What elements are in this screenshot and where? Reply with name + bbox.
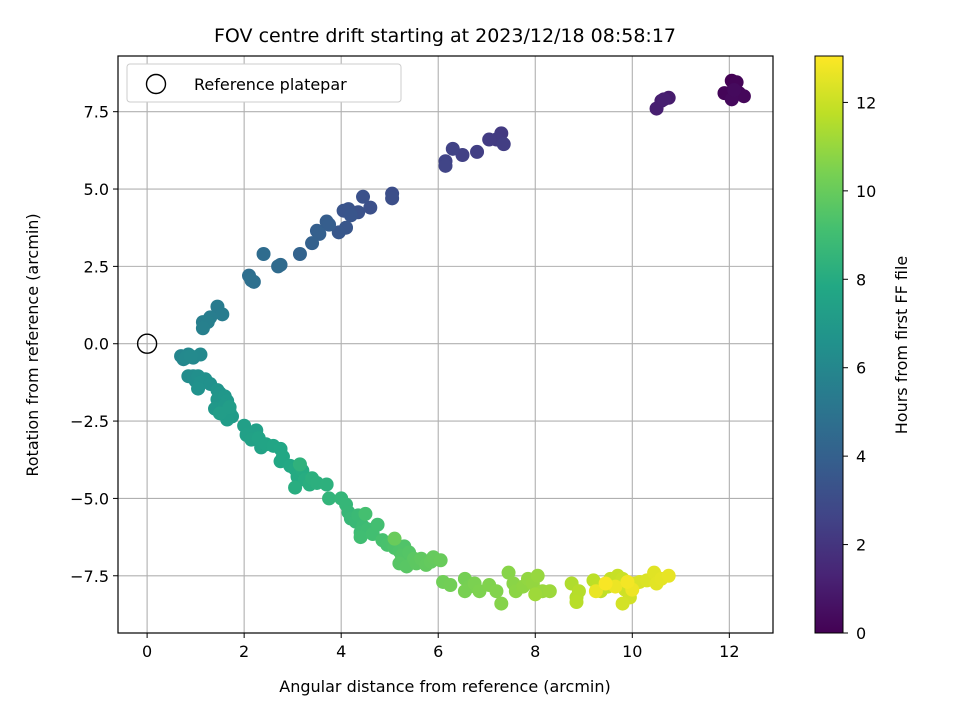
- colorbar-tick-label: 10: [856, 182, 876, 201]
- data-point: [343, 208, 358, 223]
- data-point: [615, 596, 630, 611]
- data-point: [445, 141, 460, 156]
- data-point: [292, 247, 307, 262]
- data-point: [494, 596, 509, 611]
- data-point: [191, 381, 206, 396]
- data-point: [656, 92, 671, 107]
- plot-frame: [117, 55, 774, 634]
- x-tick-label: 4: [336, 642, 346, 661]
- data-point: [457, 584, 472, 599]
- data-point: [288, 480, 303, 495]
- colorbar-tick-label: 4: [856, 447, 866, 466]
- y-axis-ticks: −7.5 −5.0 −2.5 0.0 2.5 5.0 7.5: [70, 103, 118, 586]
- y-tick-label: −7.5: [70, 567, 109, 586]
- y-tick-label: −2.5: [70, 412, 109, 431]
- data-point: [569, 595, 584, 610]
- data-point: [322, 217, 337, 232]
- data-point: [358, 506, 373, 521]
- data-point: [661, 568, 676, 583]
- data-point: [620, 574, 635, 589]
- colorbar: 0 2 4 6 8 10 12 Hours from first FF file: [814, 55, 911, 643]
- x-tick-label: 8: [530, 642, 540, 661]
- colorbar-label: Hours from first FF file: [892, 256, 911, 435]
- data-point: [319, 477, 334, 492]
- data-point: [331, 225, 346, 240]
- data-points: [174, 73, 751, 611]
- data-point: [195, 321, 210, 336]
- data-point: [542, 584, 557, 599]
- data-point: [292, 457, 307, 472]
- x-axis-label: Angular distance from reference (arcmin): [279, 677, 610, 696]
- data-point: [356, 189, 371, 204]
- data-point: [363, 200, 378, 215]
- colorbar-tick-label: 0: [856, 624, 866, 643]
- data-point: [727, 83, 742, 98]
- legend-reference-marker: [145, 73, 167, 95]
- data-point: [588, 584, 603, 599]
- x-tick-label: 2: [239, 642, 249, 661]
- data-point: [528, 587, 543, 602]
- y-axis-label: Rotation from reference (arcmin): [23, 213, 42, 476]
- data-point: [496, 137, 511, 152]
- y-tick-label: −5.0: [70, 489, 109, 508]
- data-point: [433, 553, 448, 568]
- data-point: [438, 158, 453, 173]
- data-point: [353, 530, 368, 545]
- colorbar-tick-label: 2: [856, 536, 866, 555]
- colorbar-tick-label: 12: [856, 93, 876, 112]
- data-point: [530, 568, 545, 583]
- y-tick-label: 2.5: [84, 257, 109, 276]
- data-point: [305, 236, 320, 251]
- y-tick-label: 0.0: [84, 335, 109, 354]
- y-tick-label: 7.5: [84, 103, 109, 122]
- data-point: [571, 584, 586, 599]
- data-point: [183, 349, 198, 364]
- x-tick-label: 6: [433, 642, 443, 661]
- plot-area: [118, 56, 773, 633]
- colorbar-tick-label: 8: [856, 270, 866, 289]
- data-point: [322, 491, 337, 506]
- data-point: [501, 565, 516, 580]
- y-tick-label: 5.0: [84, 180, 109, 199]
- data-point: [222, 400, 237, 415]
- data-point: [387, 531, 402, 546]
- data-point: [470, 144, 485, 159]
- x-tick-label: 0: [142, 642, 152, 661]
- reference-platepar-marker: [136, 333, 158, 354]
- data-point: [370, 517, 385, 532]
- data-point: [385, 191, 400, 206]
- data-point: [489, 584, 504, 599]
- x-tick-label: 12: [719, 642, 739, 661]
- data-point: [244, 273, 259, 288]
- data-point: [443, 578, 458, 593]
- reference-layer: [136, 333, 158, 354]
- colorbar-gradient: [814, 55, 844, 634]
- x-tick-label: 10: [622, 642, 642, 661]
- legend-frame: [126, 63, 402, 103]
- data-point: [256, 247, 271, 262]
- colorbar-ticks: 0 2 4 6 8 10 12: [843, 93, 876, 643]
- data-point: [215, 307, 230, 322]
- chart-title: FOV centre drift starting at 2023/12/18 …: [214, 25, 676, 47]
- data-point: [271, 259, 286, 274]
- legend-label-reference-platepar: Reference platepar: [194, 75, 347, 94]
- data-point: [598, 576, 613, 591]
- data-point: [482, 132, 497, 147]
- x-axis-ticks: 0 2 4 6 8 10 12: [142, 633, 740, 661]
- colorbar-tick-label: 6: [856, 359, 866, 378]
- grid-lines: [118, 56, 773, 633]
- legend: Reference platepar: [126, 63, 402, 103]
